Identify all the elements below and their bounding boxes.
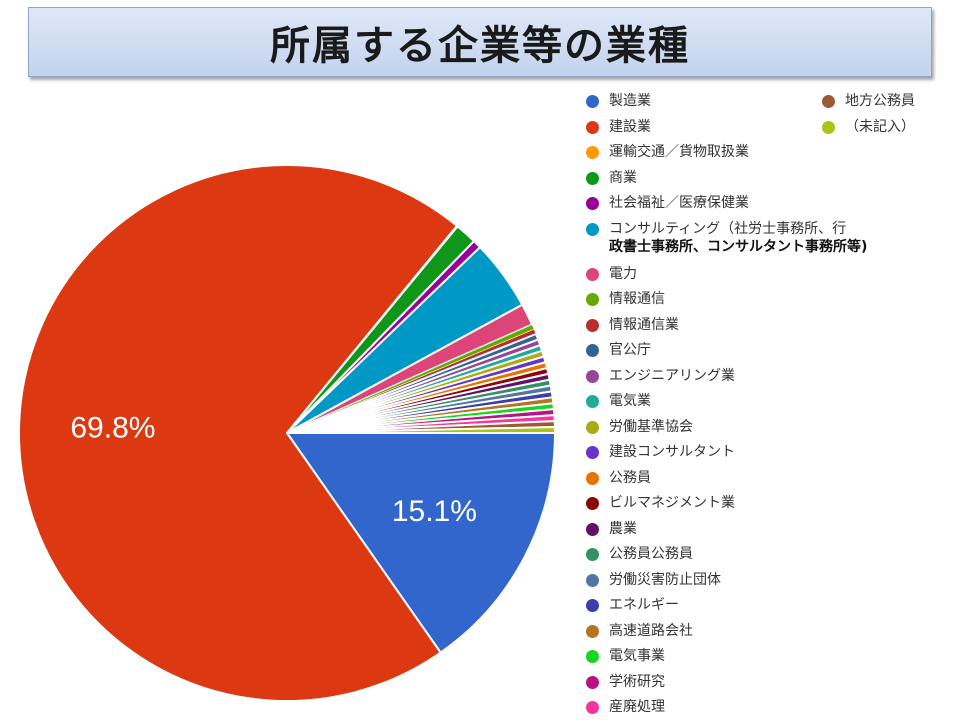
legend-item: 労働災害防止団体	[586, 571, 721, 589]
chart-legend: 製造業建設業運輸交通／貨物取扱業 商業社会福祉／医療保健業コンサルティング（社労士…	[586, 92, 946, 720]
legend-item: 電気業	[586, 392, 651, 410]
legend-swatch	[586, 599, 599, 612]
legend-item: 官公庁	[586, 341, 651, 359]
legend-swatch	[586, 675, 599, 689]
pie-chart: 15.1% 69.8%	[18, 164, 557, 702]
legend-item: 公務員公務員	[586, 545, 693, 563]
legend-swatch	[586, 95, 599, 108]
legend-label: 建設コンサルタント	[609, 444, 735, 460]
legend-swatch	[586, 369, 599, 383]
legend-item: 情報通信業	[586, 316, 679, 334]
legend-swatch	[586, 471, 599, 485]
legend-swatch	[586, 197, 599, 210]
legend-label: 労働基準協会	[609, 418, 693, 435]
legend-item: 建設コンサルタント	[586, 443, 735, 461]
legend-label: エネルギー	[609, 597, 679, 613]
pie-slice	[286, 426, 557, 434]
legend-item: ビルマネジメント業	[586, 494, 735, 512]
legend-swatch	[586, 293, 599, 306]
legend-item: 電気事業	[586, 647, 665, 665]
legend-label: 運輸交通／貨物取扱業	[609, 144, 749, 160]
legend-swatch	[586, 624, 599, 638]
pie-slice	[18, 164, 459, 702]
legend-swatch	[586, 146, 599, 159]
legend-label: 公務員	[609, 469, 651, 486]
page-title: 所属する企業等の業種	[270, 23, 690, 69]
legend-label: 地方公務員	[845, 93, 915, 109]
legend-label: ビルマネジメント業	[609, 495, 735, 511]
legend-item: 情報通信	[586, 290, 665, 308]
slice-data-label: 15.1%	[392, 495, 477, 528]
legend-item: エネルギー	[586, 596, 679, 614]
legend-item: 電力	[586, 265, 637, 283]
legend-label: 官公庁	[609, 342, 651, 358]
slice-data-label: 69.8%	[70, 411, 155, 444]
legend-item: 製造業	[586, 92, 651, 110]
legend-item: （未記入）	[822, 118, 915, 136]
legend-item: コンサルティング（社労士事務所、行 政書士事務所、コンサルタント事務所等)	[586, 220, 867, 256]
legend-swatch	[822, 120, 835, 134]
legend-item: エンジニアリング業	[586, 367, 735, 385]
legend-swatch	[586, 573, 599, 587]
legend-swatch	[586, 650, 599, 663]
legend-swatch	[586, 344, 599, 357]
legend-label: 情報通信	[609, 291, 665, 307]
legend-swatch	[586, 171, 599, 185]
legend-item: 建設業	[586, 118, 651, 136]
title-banner: 所属する企業等の業種	[28, 7, 932, 77]
legend-label: 産廃処理	[609, 699, 665, 715]
legend-item: 労働基準協会	[586, 418, 693, 436]
legend-item: 運輸交通／貨物取扱業	[586, 143, 749, 161]
legend-swatch	[586, 522, 599, 536]
legend-item: 高速道路会社	[586, 622, 693, 640]
legend-label: 農業	[609, 520, 637, 537]
legend-item: 商業	[586, 169, 637, 187]
legend-label: 学術研究	[609, 673, 665, 690]
legend-swatch	[586, 222, 599, 236]
legend-label: コンサルティング（社労士事務所、行 政書士事務所、コンサルタント事務所等)	[609, 220, 868, 255]
pie-slice	[285, 432, 557, 654]
legend-swatch	[822, 95, 835, 108]
legend-label: 電気業	[609, 393, 651, 409]
legend-label: 社会福祉／医療保健業	[609, 195, 749, 211]
legend-label: 公務員公務員	[609, 546, 693, 562]
legend-swatch	[586, 420, 599, 434]
legend-swatch	[586, 548, 599, 561]
legend-label: 電力	[609, 265, 637, 282]
legend-label: 高速道路会社	[609, 622, 693, 639]
legend-item: 農業	[586, 520, 637, 538]
legend-label: エンジニアリング業	[609, 367, 735, 384]
legend-label: 労働災害防止団体	[609, 571, 721, 588]
legend-swatch	[586, 395, 599, 408]
legend-swatch	[586, 446, 599, 459]
legend-label: 電気事業	[609, 648, 665, 664]
legend-label: 商業	[609, 169, 637, 186]
legend-item: 社会福祉／医療保健業	[586, 194, 749, 212]
legend-swatch	[586, 701, 599, 714]
legend-item: 公務員	[586, 469, 651, 487]
legend-item: 地方公務員	[822, 92, 915, 110]
legend-label: （未記入）	[845, 118, 915, 135]
legend-swatch	[586, 267, 599, 281]
legend-swatch	[586, 318, 599, 332]
legend-label: 情報通信業	[609, 316, 679, 333]
legend-swatch	[586, 497, 599, 510]
legend-item: 産廃処理	[586, 698, 665, 716]
legend-label: 建設業	[609, 118, 651, 135]
legend-swatch	[586, 120, 599, 134]
legend-label: 製造業	[609, 93, 651, 109]
legend-item: 学術研究	[586, 673, 665, 691]
